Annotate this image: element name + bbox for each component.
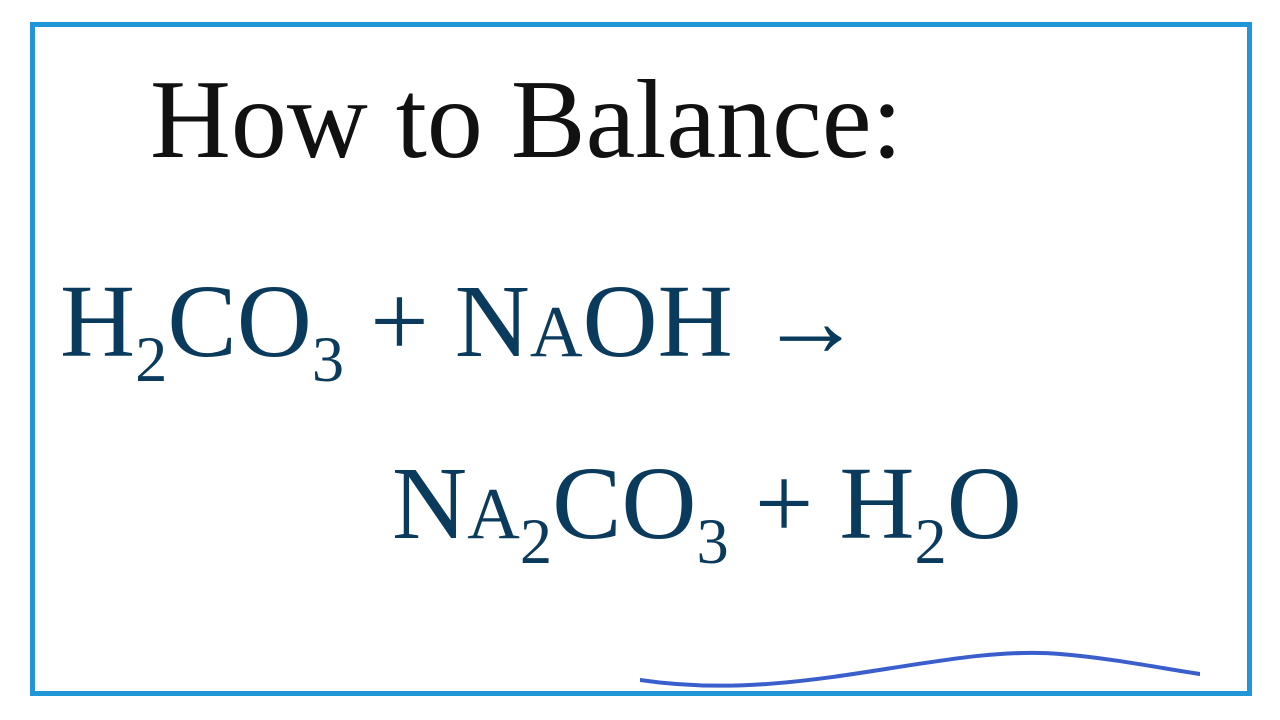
decorative-swoosh [640,634,1200,704]
equation-reactants: H2CO3 + NaOH → [60,262,863,394]
page-title: How to Balance: [150,56,903,185]
equation-products: Na2CO3 + H2O [392,444,1022,576]
